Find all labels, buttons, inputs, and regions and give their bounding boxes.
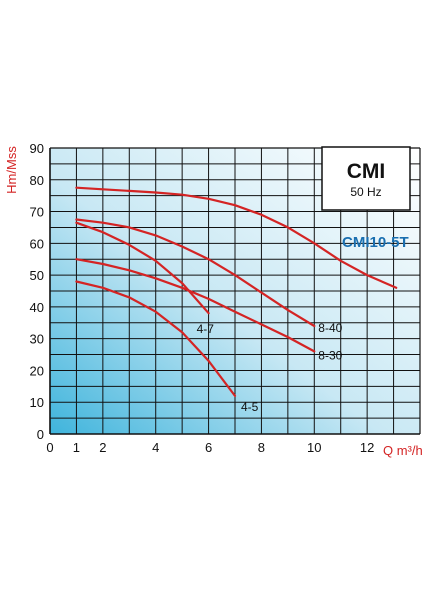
y-tick-label: 20 [30,363,44,378]
curve-line [75,280,237,397]
x-tick-label: 12 [360,440,374,455]
curve-line [75,186,398,289]
title-box [321,146,411,211]
x-tick-label: 0 [46,440,53,455]
chart-title: CMI [347,160,386,183]
curve-label: 4-7 [197,322,215,336]
curve-label: 4-5 [241,400,259,414]
model-label: CMI10-5T [342,234,409,251]
x-tick-label: 1 [73,440,80,455]
curve-label: 8-40 [318,321,342,335]
curve-line [75,221,210,315]
y-axis-title: Hm/Mss [4,146,19,194]
x-tick-label: 2 [99,440,106,455]
curve-label: 8-30 [318,348,342,362]
y-tick-label: 30 [30,332,44,347]
y-tick-label: 0 [37,427,44,442]
y-tick-label: 10 [30,395,44,410]
x-tick-label: 6 [205,440,212,455]
curves [75,186,398,397]
curve-line [75,258,316,353]
y-tick-label: 50 [30,268,44,283]
y-ticks: 0 10 20 30 40 50 60 70 80 90 [30,141,44,442]
x-tick-label: 4 [152,440,159,455]
curve-line [75,218,316,328]
curve-labels: 8-40 8-30 4-7 4-5 [197,321,343,414]
y-tick-label: 70 [30,205,44,220]
y-tick-label: 40 [30,300,44,315]
y-tick-label: 90 [30,141,44,156]
x-tick-label: 10 [307,440,321,455]
y-tick-label: 60 [30,236,44,251]
x-tick-label: 8 [258,440,265,455]
chart-subtitle: 50 Hz [350,185,381,199]
x-ticks: 0 1 2 4 6 8 10 12 [46,440,374,455]
x-axis-title: Q m³/h [383,443,423,458]
y-tick-label: 80 [30,173,44,188]
